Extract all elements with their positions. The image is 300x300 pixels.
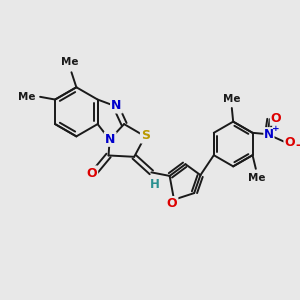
Text: O: O (167, 197, 177, 210)
Text: N: N (105, 133, 116, 146)
Text: O: O (86, 167, 97, 180)
Text: O: O (270, 112, 281, 125)
Text: H: H (150, 178, 160, 191)
Text: O: O (284, 136, 295, 149)
Text: Me: Me (18, 92, 35, 102)
Text: Me: Me (248, 173, 265, 183)
Text: S: S (141, 129, 150, 142)
Text: N: N (264, 128, 274, 141)
Text: Me: Me (223, 94, 241, 104)
Text: Me: Me (61, 57, 79, 68)
Text: +: + (272, 124, 280, 133)
Text: -: - (295, 139, 300, 152)
Text: N: N (111, 99, 122, 112)
